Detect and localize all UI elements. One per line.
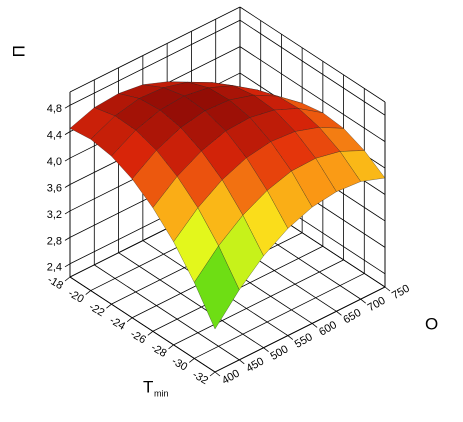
z-tick-label: 4,4: [47, 130, 62, 142]
y-tick: [126, 317, 133, 323]
y-tick-label: -32: [190, 369, 210, 387]
z-tick: [64, 237, 71, 241]
y-axis-title-sub: min: [154, 388, 169, 398]
x-tick: [336, 310, 342, 316]
y-axis-title: T: [143, 377, 153, 396]
x-tick-label: 600: [317, 319, 339, 339]
z-axis-title: П: [9, 45, 28, 57]
y-tick: [85, 290, 91, 295]
x-tick-label: 550: [293, 331, 315, 351]
y-tick-label: -18: [45, 274, 65, 292]
grid-line: [194, 273, 365, 359]
box-edge: [239, 6, 386, 103]
y-tick: [147, 330, 154, 336]
y-tick: [64, 276, 71, 282]
grid-line: [214, 286, 386, 373]
y-tick: [106, 303, 112, 309]
x-tick: [214, 371, 221, 377]
x-tick: [239, 359, 245, 365]
z-tick-label: 2,8: [47, 235, 62, 247]
z-tick: [64, 263, 71, 268]
z-tick: [64, 210, 71, 215]
x-axis-title: O: [425, 314, 438, 333]
x-tick: [360, 298, 366, 304]
y-tick-label: -20: [66, 287, 86, 305]
surface-cell: [194, 245, 240, 330]
z-tick-label: 3,2: [47, 209, 62, 221]
grid-line: [239, 19, 386, 116]
x-tick-label: 650: [341, 307, 363, 327]
grid-line: [69, 19, 241, 106]
z-tick: [64, 131, 71, 135]
y-tick-label: -30: [170, 355, 190, 373]
x-tick-label: 450: [244, 355, 266, 375]
y-tick-label: -28: [149, 342, 169, 360]
grid-line: [69, 276, 216, 373]
box-edge: [69, 6, 241, 93]
y-tick: [209, 371, 216, 377]
z-tick: [64, 157, 71, 162]
y-tick-label: -26: [128, 328, 148, 346]
x-tick-label: 500: [269, 343, 291, 363]
x-tick: [287, 335, 294, 340]
x-tick-label: 400: [220, 368, 242, 388]
x-tick-label: 700: [366, 295, 388, 315]
z-tick: [64, 184, 71, 188]
z-tick-label: 4,0: [47, 156, 62, 168]
x-tick: [311, 323, 318, 328]
y-tick-label: -22: [87, 301, 107, 319]
x-tick: [384, 286, 391, 292]
surface: [69, 81, 386, 330]
z-tick-label: 4,8: [47, 103, 62, 115]
grid-line: [239, 46, 386, 142]
grid-line: [94, 264, 240, 361]
y-tick: [189, 358, 195, 363]
y-tick-label: -24: [107, 314, 127, 332]
z-tick-label: 3,6: [47, 182, 62, 194]
z-tick-label: 2,4: [47, 262, 62, 274]
z-tick: [64, 104, 71, 109]
grid-line: [173, 259, 344, 346]
x-tick-label: 750: [390, 283, 412, 303]
y-tick: [168, 344, 174, 350]
x-tick: [263, 347, 269, 353]
axis-labels: 2,42,83,23,64,04,44,84004505005506006507…: [9, 45, 438, 398]
grid-line: [118, 252, 264, 349]
